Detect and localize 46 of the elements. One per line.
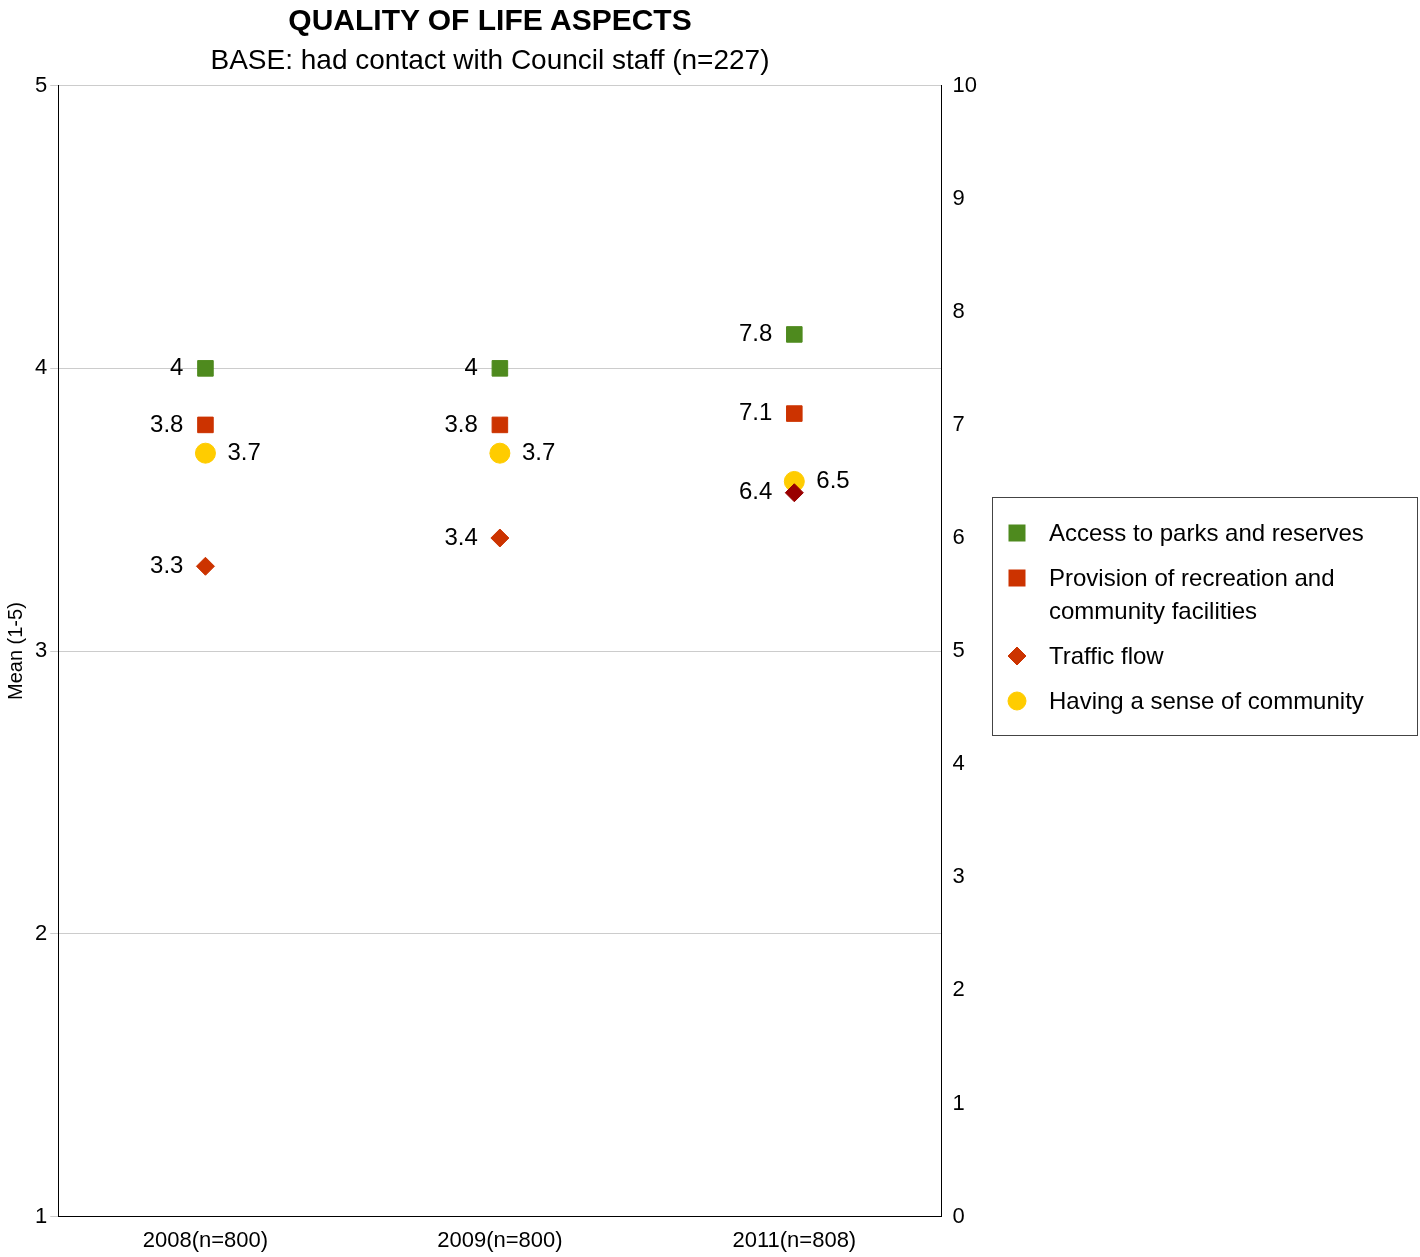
- data-label: 3.3: [150, 550, 184, 578]
- y-tick-label: 5: [34, 71, 48, 97]
- data-label: 3.7: [227, 437, 261, 465]
- data-label: 6.4: [738, 477, 773, 505]
- y2-tick-label: 0: [952, 1202, 965, 1228]
- y2-tick-label: 3: [952, 863, 965, 889]
- legend-label: Traffic flow: [1049, 641, 1164, 671]
- point: [197, 360, 214, 377]
- data-label: 4: [464, 352, 478, 380]
- point: [491, 360, 509, 377]
- point: [491, 416, 509, 434]
- data-label: 3.7: [521, 437, 556, 465]
- y2-tick-label: 4: [952, 750, 965, 776]
- y-tick-label: 1: [34, 1202, 48, 1228]
- y2-tick-label: 1: [952, 1089, 965, 1115]
- y2-tick-label: 2: [952, 976, 965, 1002]
- chart-subtitle: BASE: had contact with Council staff (n=227): [210, 43, 770, 75]
- y2-tick-label: 8: [952, 297, 965, 323]
- y2-tick-label: 5: [952, 637, 965, 663]
- x-tick-label: 2009(n=800): [437, 1226, 563, 1252]
- point: [489, 442, 511, 464]
- point: [197, 416, 214, 434]
- data-label: 3.8: [444, 409, 478, 437]
- point: [490, 528, 510, 548]
- point: [194, 442, 216, 464]
- y2-tick-label: 10: [952, 71, 978, 97]
- data-label: 4: [170, 352, 184, 380]
- y2-tick-label: 7: [952, 410, 965, 436]
- y-axis-title: Mean (1-5): [3, 602, 26, 701]
- y2-tick-label: 9: [952, 184, 965, 210]
- data-label: 3.4: [444, 522, 478, 550]
- data-label: 3.8: [150, 409, 184, 437]
- data-label: 6.5: [816, 466, 850, 494]
- x-tick-label: 2011(n=808): [732, 1226, 857, 1252]
- x-tick-label: 2008(n=800): [142, 1226, 269, 1252]
- data-label: 7.1: [738, 398, 773, 426]
- y-tick-label: 4: [34, 354, 48, 380]
- y-tick-label: 3: [34, 637, 48, 663]
- legend-label: Provision of recreation and community facilities: [1049, 563, 1336, 626]
- data-label: 7.8: [738, 319, 773, 347]
- chart-title: QUALITY OF LIFE ASPECTS: [288, 3, 692, 37]
- y-tick-label: 2: [34, 919, 48, 945]
- point: [195, 556, 215, 576]
- y2-tick-label: 6: [952, 524, 965, 550]
- legend-label: Access to parks and reserves: [1049, 518, 1364, 548]
- legend-label: Having a sense of community: [1049, 686, 1364, 716]
